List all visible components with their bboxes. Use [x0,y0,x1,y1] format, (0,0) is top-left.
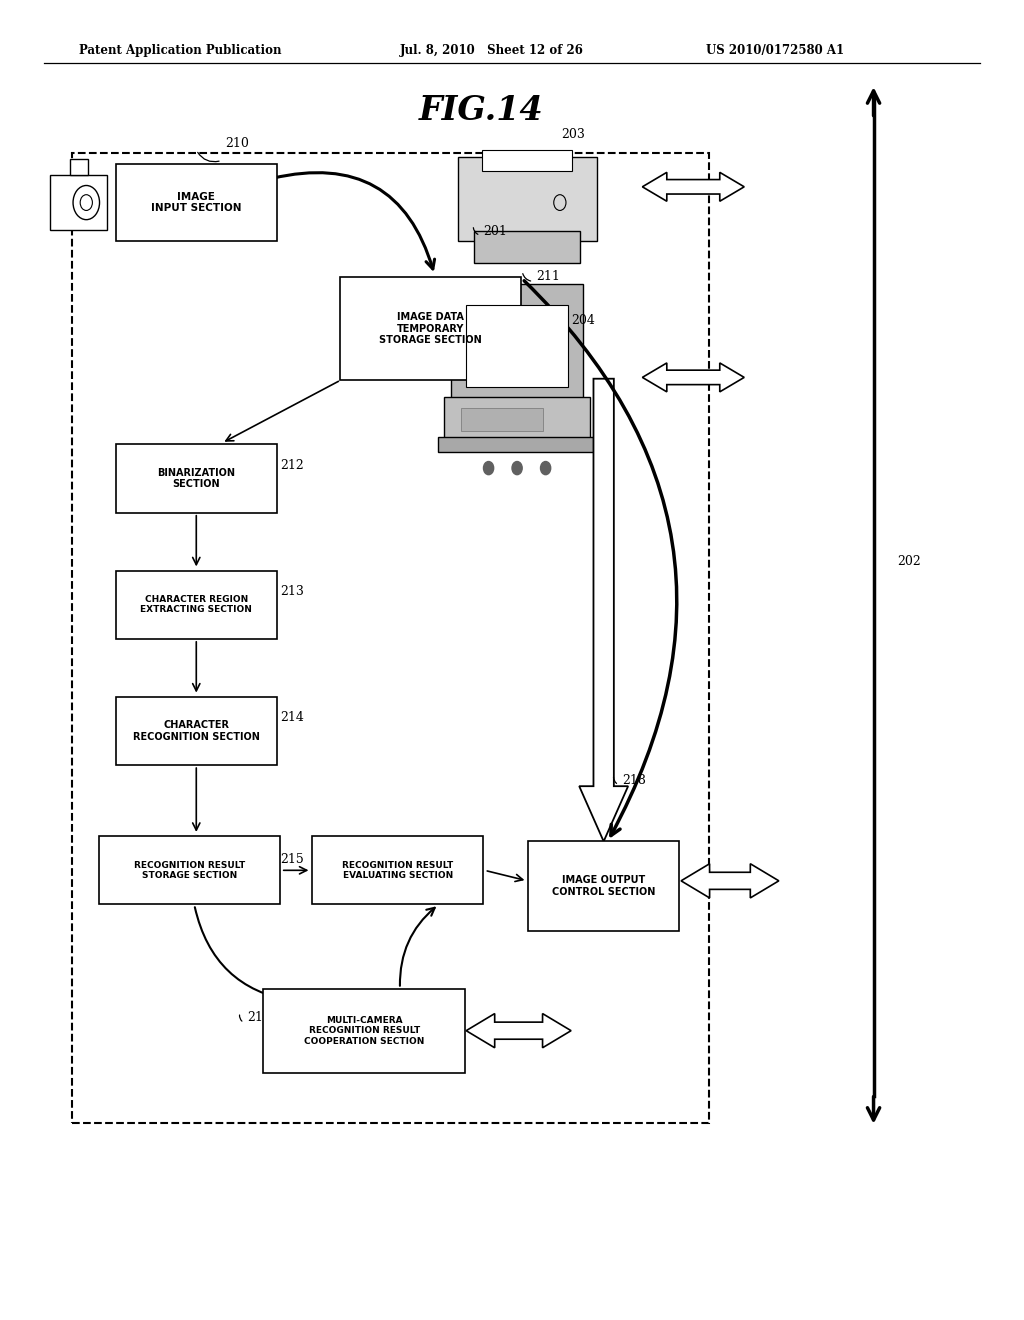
FancyBboxPatch shape [482,150,572,172]
Polygon shape [580,379,628,841]
Text: BINARIZATION
SECTION: BINARIZATION SECTION [158,467,236,490]
FancyBboxPatch shape [451,284,584,404]
Text: MULTI-CAMERA
RECOGNITION RESULT
COOPERATION SECTION: MULTI-CAMERA RECOGNITION RESULT COOPERAT… [304,1016,425,1045]
FancyBboxPatch shape [437,437,597,453]
Text: IMAGE
INPUT SECTION: IMAGE INPUT SECTION [151,191,242,214]
Text: FIG.14: FIG.14 [419,94,544,127]
Polygon shape [681,863,779,898]
Text: CHARACTER
RECOGNITION SECTION: CHARACTER RECOGNITION SECTION [133,721,260,742]
Polygon shape [466,1014,571,1048]
FancyBboxPatch shape [116,570,276,639]
Text: 217: 217 [361,845,385,858]
Text: 210: 210 [225,137,249,150]
Text: 218: 218 [622,775,646,788]
Text: 202: 202 [897,554,921,568]
Text: 203: 203 [561,128,585,141]
FancyBboxPatch shape [443,397,591,440]
Text: Patent Application Publication: Patent Application Publication [79,44,282,57]
Text: IMAGE OUTPUT
CONTROL SECTION: IMAGE OUTPUT CONTROL SECTION [552,875,655,896]
Text: IMAGE DATA
TEMPORARY
STORAGE SECTION: IMAGE DATA TEMPORARY STORAGE SECTION [379,312,482,346]
FancyBboxPatch shape [70,160,88,176]
FancyBboxPatch shape [49,176,106,230]
Text: 212: 212 [280,459,303,473]
Text: 211: 211 [537,269,560,282]
Text: 215: 215 [280,853,303,866]
FancyBboxPatch shape [98,836,280,904]
FancyBboxPatch shape [263,989,465,1073]
Text: 201: 201 [483,224,507,238]
Circle shape [483,462,494,475]
FancyBboxPatch shape [116,697,276,766]
Text: Jul. 8, 2010   Sheet 12 of 26: Jul. 8, 2010 Sheet 12 of 26 [400,44,584,57]
Polygon shape [642,363,744,392]
FancyBboxPatch shape [458,157,597,240]
FancyBboxPatch shape [528,841,679,931]
Polygon shape [642,173,744,201]
Text: CHARACTER REGION
EXTRACTING SECTION: CHARACTER REGION EXTRACTING SECTION [140,595,252,615]
FancyBboxPatch shape [340,277,521,380]
FancyBboxPatch shape [312,836,483,904]
Circle shape [512,462,522,475]
FancyBboxPatch shape [116,165,276,240]
Text: 204: 204 [571,314,595,327]
Text: 213: 213 [280,585,304,598]
FancyBboxPatch shape [474,231,581,263]
FancyBboxPatch shape [466,305,568,387]
Text: US 2010/0172580 A1: US 2010/0172580 A1 [706,44,844,57]
Text: 216: 216 [247,1011,271,1024]
FancyBboxPatch shape [461,408,543,432]
Text: 214: 214 [280,711,304,725]
Text: RECOGNITION RESULT
EVALUATING SECTION: RECOGNITION RESULT EVALUATING SECTION [342,861,454,880]
FancyBboxPatch shape [116,445,276,512]
Circle shape [541,462,551,475]
Text: RECOGNITION RESULT
STORAGE SECTION: RECOGNITION RESULT STORAGE SECTION [133,861,245,880]
